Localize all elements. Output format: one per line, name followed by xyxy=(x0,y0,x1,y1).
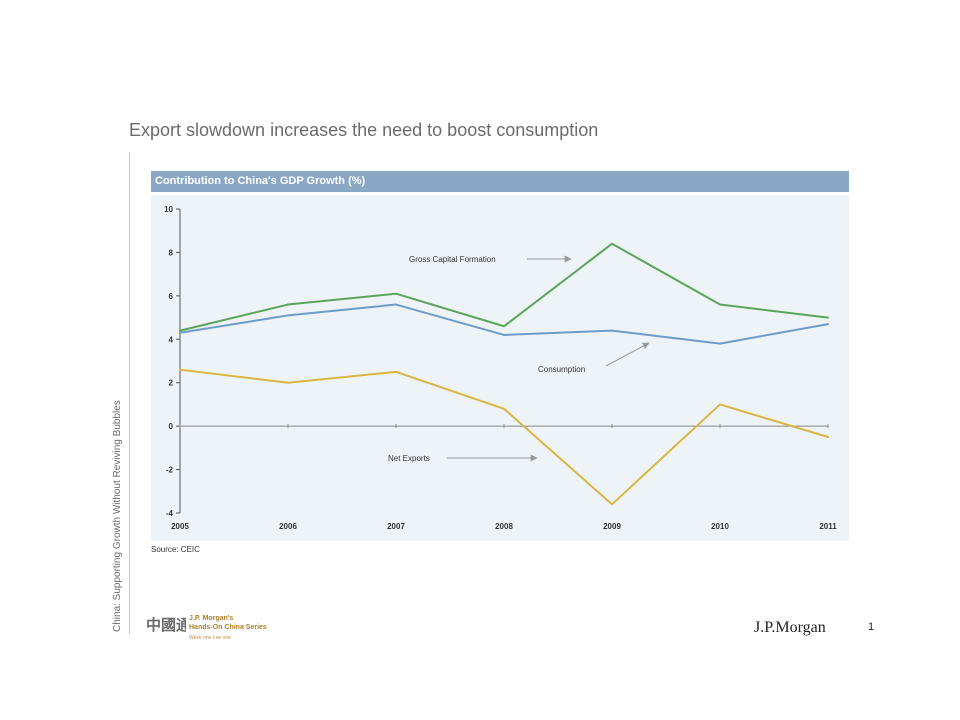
label-net-exports: Net Exports xyxy=(388,454,430,463)
brand-logo: J.P.Morgan xyxy=(754,619,826,636)
y-tick-label: 4 xyxy=(169,335,174,344)
side-caption: China: Supporting Growth Without Revivin… xyxy=(112,400,123,632)
logo-line-1: J.P. Morgan's xyxy=(189,615,234,622)
series-net-exports-point xyxy=(395,370,397,373)
label-consumption: Consumption xyxy=(538,365,585,374)
arrow-consumption xyxy=(605,342,650,367)
x-tick-label: 2010 xyxy=(711,522,729,531)
series-net-exports-point xyxy=(179,368,181,371)
svg-text:中國通: 中國通 xyxy=(146,616,186,634)
series-consumption-point xyxy=(395,303,397,306)
series-net-exports-point xyxy=(503,407,505,410)
y-tick-label: 6 xyxy=(169,292,174,301)
y-tick-label: 10 xyxy=(164,205,173,214)
series-consumption-point xyxy=(827,323,829,326)
side-divider xyxy=(129,152,130,634)
y-tick-label: 2 xyxy=(169,379,174,388)
source-note: Source: CEIC xyxy=(151,545,200,554)
chart-panel xyxy=(151,195,849,541)
series-gross-capital-formation-point xyxy=(395,292,397,295)
y-tick-label: -2 xyxy=(166,466,174,475)
series-consumption-point xyxy=(611,329,613,332)
series-gross-capital-formation-point xyxy=(611,242,613,245)
x-tick-label: 2011 xyxy=(819,522,837,531)
label-gross-capital-formation: Gross Capital Formation xyxy=(409,255,496,264)
series-consumption-point xyxy=(287,314,289,317)
series-consumption-point xyxy=(719,342,721,345)
series-net-exports-point xyxy=(719,403,721,406)
series-gross-capital-formation-point xyxy=(503,325,505,328)
hands-on-china-logo: 中國通 J.P. Morgan's Hands-On China Series … xyxy=(146,613,267,647)
series-gross-capital-formation-point xyxy=(719,303,721,306)
chinese-seal-icon: 中國通 xyxy=(146,616,186,634)
y-tick-label: 8 xyxy=(169,248,174,257)
series-net-exports xyxy=(179,368,829,506)
series-net-exports-point xyxy=(611,503,613,506)
series-net-exports-point xyxy=(827,436,829,438)
series-consumption-point xyxy=(503,333,505,336)
page-number: 1 xyxy=(868,621,875,633)
x-tick-label: 2007 xyxy=(387,522,405,531)
series-consumption-point xyxy=(179,331,181,334)
series-gross-capital-formation-point xyxy=(827,316,829,319)
series-gross-capital-formation-point xyxy=(287,303,289,306)
y-tick-label: 0 xyxy=(169,422,174,431)
x-tick-label: 2008 xyxy=(495,522,513,531)
x-tick-label: 2009 xyxy=(603,522,621,531)
series-consumption xyxy=(179,303,829,345)
series-net-exports-point xyxy=(287,381,289,384)
x-tick-label: 2005 xyxy=(171,522,189,531)
chart-title: Contribution to China's GDP Growth (%) xyxy=(151,171,849,192)
logo-tagline: Week one Lee one xyxy=(189,635,231,641)
series-gross-capital-formation-point xyxy=(179,329,181,332)
slide-title: Export slowdown increases the need to bo… xyxy=(129,120,599,140)
x-tick-label: 2006 xyxy=(279,522,297,531)
y-tick-label: -4 xyxy=(166,509,174,518)
logo-line-2: Hands-On China Series xyxy=(189,624,267,631)
